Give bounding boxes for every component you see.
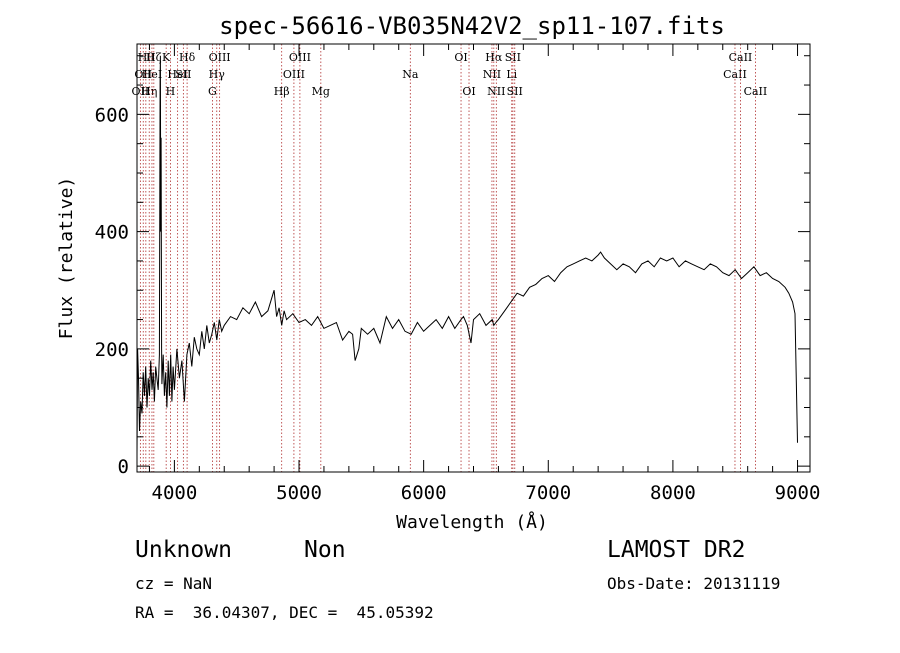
y-tick-label: 200 [95, 339, 129, 361]
spectral-line-label: SII [505, 51, 521, 64]
spectral-line-label: NII [483, 68, 501, 81]
object-class: Unknown [135, 537, 232, 563]
spectral-line-label: Hβ [274, 85, 290, 98]
spectral-line-label: SII [175, 68, 191, 81]
x-tick-label: 8000 [650, 482, 696, 504]
spectral-line-label: Na [402, 68, 419, 81]
spectral-line-label: CaII [729, 51, 753, 64]
spectral-line-label: OIII [289, 51, 311, 64]
spectral-line-label: Hδ [179, 51, 196, 64]
x-tick-label: 4000 [152, 482, 198, 504]
observation-date: Obs-Date: 20131119 [607, 574, 781, 593]
chart-title: spec-56616-VB035N42V2_sp11-107.fits [219, 12, 725, 40]
survey-name: LAMOST DR2 [607, 537, 746, 563]
spectral-line-label: OIII [209, 51, 231, 64]
x-tick-label: 5000 [276, 482, 322, 504]
redshift-value: cz = NaN [135, 574, 213, 593]
axis-ticks: 4000 5000 6000 7000 8000 9000 0 200 400 600 [95, 44, 821, 504]
spectral-line-label: K [162, 51, 171, 64]
spectral-line-label: OIII [283, 68, 305, 81]
spectral-line-label: Hα [485, 51, 503, 64]
coordinates: RA = 36.04307, DEC = 45.05392 [135, 603, 434, 622]
x-tick-label: 9000 [775, 482, 821, 504]
spectral-line-label: CaII [744, 85, 768, 98]
spectral-line-label: OII [134, 68, 152, 81]
spectral-line-label: G [208, 85, 217, 98]
spectral-line-label: Hγ [209, 68, 226, 81]
y-tick-label: 0 [118, 456, 129, 478]
spectral-line-label: CaII [723, 68, 747, 81]
y-tick-label: 600 [95, 104, 129, 126]
y-tick-label: 400 [95, 222, 129, 244]
spectral-line-label: HeI [167, 68, 187, 81]
spectral-line-label: SII [507, 85, 523, 98]
spectral-line-label: Hζ [146, 51, 162, 64]
spectral-line-label: Mg [312, 85, 330, 98]
spectral-line-label: Hη [141, 85, 157, 98]
x-tick-label: 7000 [525, 482, 571, 504]
spectral-line-label: HeI [142, 68, 162, 81]
spectral-line-label: Hθ [138, 51, 155, 64]
spectral-line-label: NII [487, 85, 505, 98]
spectral-line-label: OI [462, 85, 475, 98]
y-axis-label: Flux (relative) [56, 177, 77, 340]
spectral-line-label: Li [506, 68, 517, 81]
spectral-line-label: H [166, 85, 176, 98]
spectrum-line [136, 55, 798, 455]
spectral-line-label: OI [454, 51, 467, 64]
object-subclass: Non [304, 537, 346, 563]
x-axis-label: Wavelength (Å) [396, 511, 548, 533]
x-tick-label: 6000 [401, 482, 447, 504]
plot-frame [136, 43, 811, 473]
spectral-line-label: OII [132, 85, 150, 98]
